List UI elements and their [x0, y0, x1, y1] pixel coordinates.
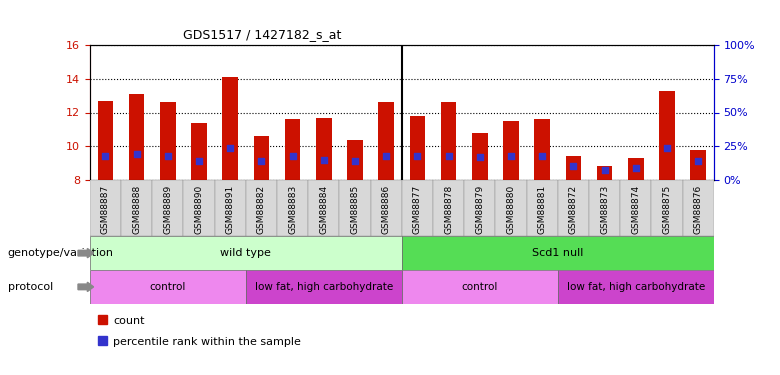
Point	[567, 163, 580, 169]
Text: GSM88889: GSM88889	[163, 184, 172, 234]
Bar	[597, 166, 612, 180]
Text: low fat, high carbohydrate: low fat, high carbohydrate	[254, 282, 393, 292]
Bar	[98, 101, 113, 180]
Point	[349, 158, 361, 164]
Text: control: control	[462, 282, 498, 292]
Bar	[222, 77, 238, 180]
Text: GSM88882: GSM88882	[257, 184, 266, 234]
Bar	[160, 102, 176, 180]
Bar	[129, 94, 144, 180]
Bar	[378, 102, 394, 180]
Bar	[410, 116, 425, 180]
Bar	[566, 156, 581, 180]
Text: GSM88884: GSM88884	[319, 184, 328, 234]
Text: GSM88872: GSM88872	[569, 184, 578, 234]
Bar	[503, 121, 519, 180]
Bar	[472, 133, 488, 180]
Text: GSM88878: GSM88878	[444, 184, 453, 234]
Text: GDS1517 / 1427182_s_at: GDS1517 / 1427182_s_at	[183, 28, 342, 41]
Point	[161, 153, 174, 159]
Point	[380, 153, 392, 159]
Text: genotype/variation: genotype/variation	[8, 248, 114, 258]
Point	[411, 153, 424, 159]
Text: percentile rank within the sample: percentile rank within the sample	[113, 337, 301, 347]
Bar	[370, 180, 402, 236]
Point	[286, 153, 299, 159]
Bar	[659, 91, 675, 180]
Text: GSM88880: GSM88880	[506, 184, 516, 234]
Bar	[526, 180, 558, 236]
Bar	[651, 180, 682, 236]
Bar	[402, 236, 714, 270]
Bar	[90, 236, 402, 270]
Point	[473, 154, 486, 160]
Bar	[402, 270, 558, 304]
Text: GSM88885: GSM88885	[350, 184, 360, 234]
Bar	[316, 118, 332, 180]
Text: GSM88888: GSM88888	[132, 184, 141, 234]
Point	[536, 153, 548, 159]
Bar	[534, 119, 550, 180]
Bar	[690, 150, 706, 180]
Text: GSM88891: GSM88891	[225, 184, 235, 234]
Point	[598, 167, 611, 173]
Text: GSM88876: GSM88876	[693, 184, 703, 234]
Point	[317, 157, 330, 163]
Text: GSM88875: GSM88875	[662, 184, 672, 234]
Text: GSM88886: GSM88886	[381, 184, 391, 234]
Bar	[464, 180, 495, 236]
Bar	[285, 119, 300, 180]
Bar	[121, 180, 152, 236]
Bar	[191, 123, 207, 180]
Point	[442, 153, 455, 159]
Bar	[215, 180, 246, 236]
Point	[692, 158, 704, 164]
Bar	[589, 180, 620, 236]
Bar	[558, 180, 589, 236]
Bar	[433, 180, 464, 236]
Text: GSM88877: GSM88877	[413, 184, 422, 234]
Point	[224, 145, 236, 151]
Bar	[183, 180, 214, 236]
Point	[130, 151, 143, 157]
Text: wild type: wild type	[220, 248, 271, 258]
Point	[629, 165, 642, 171]
Bar	[339, 180, 370, 236]
Bar	[347, 140, 363, 180]
Text: GSM88879: GSM88879	[475, 184, 484, 234]
Text: GSM88887: GSM88887	[101, 184, 110, 234]
Text: Scd1 null: Scd1 null	[532, 248, 583, 258]
Bar	[558, 270, 714, 304]
Text: GSM88883: GSM88883	[288, 184, 297, 234]
Text: low fat, high carbohydrate: low fat, high carbohydrate	[566, 282, 705, 292]
Text: protocol: protocol	[8, 282, 53, 292]
Bar	[682, 180, 714, 236]
Bar	[402, 180, 433, 236]
Bar	[277, 180, 308, 236]
Point	[99, 153, 112, 159]
Bar	[628, 158, 644, 180]
Point	[255, 158, 268, 164]
Text: GSM88881: GSM88881	[537, 184, 547, 234]
Point	[193, 158, 205, 164]
Text: GSM88874: GSM88874	[631, 184, 640, 234]
Bar	[246, 180, 277, 236]
Bar	[254, 136, 269, 180]
Bar	[152, 180, 183, 236]
Text: GSM88890: GSM88890	[194, 184, 204, 234]
Bar	[495, 180, 526, 236]
Bar	[620, 180, 651, 236]
Bar	[246, 270, 402, 304]
Point	[661, 145, 673, 151]
Bar	[90, 270, 246, 304]
Text: control: control	[150, 282, 186, 292]
Point	[505, 153, 517, 159]
Text: count: count	[113, 316, 144, 326]
Bar	[441, 102, 456, 180]
Text: GSM88873: GSM88873	[600, 184, 609, 234]
Bar	[308, 180, 339, 236]
Bar	[90, 180, 121, 236]
